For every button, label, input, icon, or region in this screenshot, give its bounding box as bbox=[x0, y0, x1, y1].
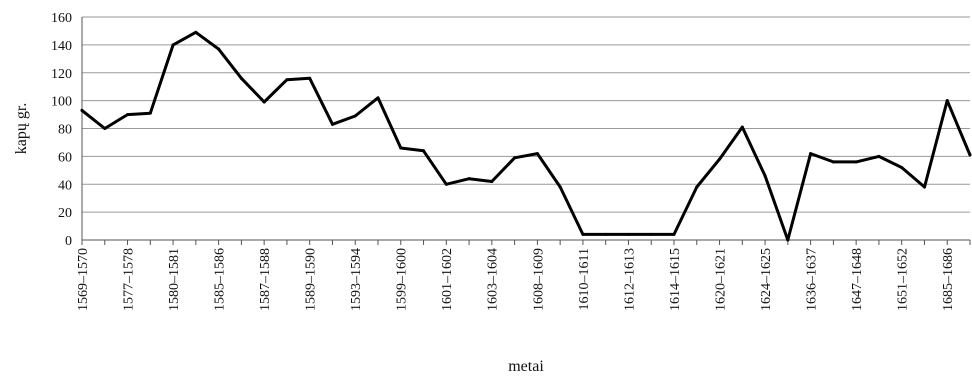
data-point bbox=[376, 96, 380, 100]
data-point bbox=[809, 152, 813, 156]
x-tick-label: 1599–1600 bbox=[395, 248, 410, 311]
series-layer bbox=[80, 30, 972, 242]
data-point bbox=[399, 146, 403, 150]
gridlines bbox=[81, 16, 971, 245]
x-tick-label: 1601–1602 bbox=[440, 248, 455, 311]
x-tick-label: 1580–1581 bbox=[167, 248, 182, 311]
y-tick-label: 20 bbox=[58, 206, 72, 221]
x-tick-label: 1603–1604 bbox=[486, 248, 501, 311]
x-axis-ticks: 1569–1570 1577–1578 1580–1581 1585–1586 1587… bbox=[76, 248, 956, 311]
data-point bbox=[217, 47, 221, 51]
data-point bbox=[558, 185, 562, 189]
y-tick-label: 120 bbox=[51, 67, 72, 82]
data-point bbox=[444, 182, 448, 186]
data-point bbox=[900, 166, 904, 170]
data-point bbox=[877, 154, 881, 158]
data-point bbox=[126, 113, 130, 117]
x-tick-label: 1636–1637 bbox=[805, 248, 820, 311]
data-point bbox=[968, 153, 972, 157]
y-tick-label: 60 bbox=[58, 150, 72, 165]
x-tick-label: 1589–1590 bbox=[304, 248, 319, 311]
data-point bbox=[490, 179, 494, 183]
data-point bbox=[763, 174, 767, 178]
data-point bbox=[285, 78, 289, 82]
data-point bbox=[626, 232, 630, 236]
data-point bbox=[171, 43, 175, 47]
x-tick-label: 1612–1613 bbox=[622, 248, 637, 311]
x-tick-label: 1577–1578 bbox=[121, 248, 136, 311]
x-tick-label: 1647–1648 bbox=[850, 248, 865, 311]
y-tick-label: 140 bbox=[51, 39, 72, 54]
data-point bbox=[239, 76, 243, 80]
series-line bbox=[80, 30, 972, 242]
x-tick-label: 1651–1652 bbox=[896, 248, 911, 311]
data-point bbox=[695, 185, 699, 189]
x-tick-label: 1610–1611 bbox=[577, 248, 592, 310]
data-point bbox=[262, 100, 266, 104]
y-axis-ticks: 0 20 40 60 80 100 120 140 160 bbox=[51, 11, 72, 249]
data-point bbox=[103, 127, 107, 130]
data-point bbox=[148, 111, 152, 115]
x-tick-label: 1624–1625 bbox=[759, 248, 774, 311]
data-point bbox=[945, 99, 949, 103]
data-point bbox=[308, 76, 312, 80]
data-point bbox=[831, 160, 835, 164]
x-tick-label: 1585–1586 bbox=[213, 248, 228, 311]
data-point bbox=[330, 122, 334, 126]
data-point bbox=[649, 232, 653, 236]
data-point bbox=[922, 185, 926, 189]
y-tick-label: 100 bbox=[51, 95, 72, 110]
x-tick-label: 1569–1570 bbox=[76, 248, 91, 311]
data-point bbox=[80, 108, 84, 112]
data-point bbox=[672, 232, 676, 236]
y-tick-label: 0 bbox=[65, 234, 72, 249]
data-point bbox=[194, 30, 198, 34]
y-tick-label: 40 bbox=[58, 178, 72, 193]
x-tick-label: 1614–1615 bbox=[668, 248, 683, 311]
y-axis-title: kapų gr. bbox=[13, 103, 30, 155]
x-tick-label: 1587–1588 bbox=[258, 248, 273, 311]
data-point bbox=[535, 152, 539, 156]
data-point bbox=[513, 156, 517, 160]
data-point bbox=[854, 160, 858, 164]
x-tick-label: 1608–1609 bbox=[531, 248, 546, 311]
data-point bbox=[353, 114, 357, 118]
x-tick-label: 1620–1621 bbox=[713, 248, 728, 311]
data-point bbox=[786, 238, 790, 242]
x-tick-label: 1685–1686 bbox=[941, 248, 956, 311]
y-tick-label: 80 bbox=[58, 123, 72, 138]
y-tick-label: 160 bbox=[51, 11, 72, 26]
data-point bbox=[581, 232, 585, 236]
data-point bbox=[740, 125, 744, 129]
data-point bbox=[467, 177, 471, 181]
data-point bbox=[718, 157, 722, 161]
data-point bbox=[422, 149, 426, 153]
data-point bbox=[604, 232, 608, 236]
x-tick-label: 1593–1594 bbox=[349, 248, 364, 311]
x-axis-title: metai bbox=[508, 358, 544, 375]
